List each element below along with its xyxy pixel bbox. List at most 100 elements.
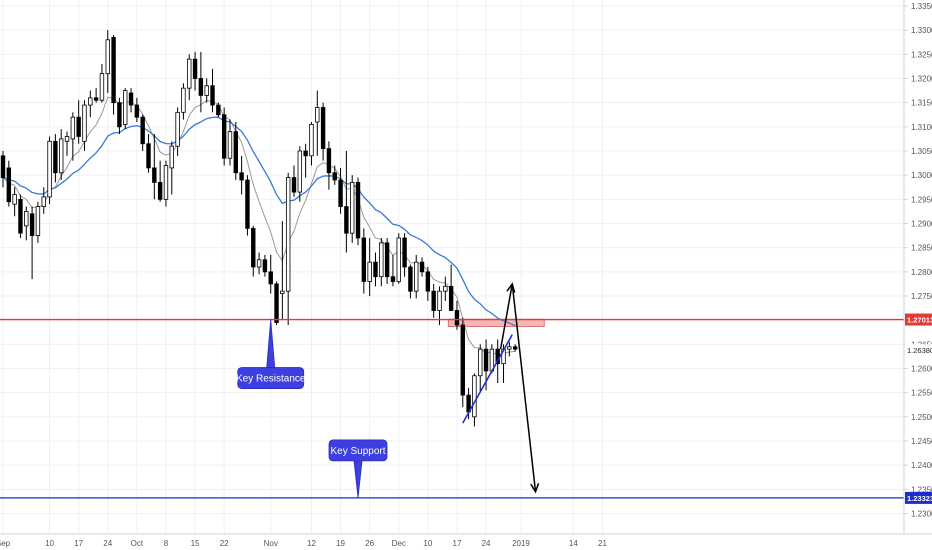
candle[interactable] <box>134 97 140 122</box>
candle[interactable] <box>152 134 157 200</box>
candle[interactable] <box>379 238 384 287</box>
candle-body <box>12 194 17 205</box>
candle[interactable] <box>111 35 116 115</box>
candle-body <box>402 237 407 268</box>
candle[interactable] <box>390 254 396 287</box>
candle[interactable] <box>344 151 349 253</box>
candle[interactable] <box>24 206 29 241</box>
candle[interactable] <box>443 276 448 301</box>
candle[interactable] <box>361 228 367 294</box>
candle[interactable] <box>93 88 99 103</box>
candle[interactable] <box>251 225 256 277</box>
candle[interactable] <box>332 165 337 185</box>
candle-body <box>303 150 308 157</box>
candle[interactable] <box>349 175 355 243</box>
candle[interactable] <box>70 112 76 161</box>
candle[interactable] <box>175 107 180 156</box>
candle[interactable] <box>460 317 465 408</box>
candle[interactable] <box>53 134 58 183</box>
candle[interactable] <box>221 107 227 166</box>
candle[interactable] <box>262 254 268 277</box>
candle[interactable] <box>425 267 431 301</box>
rising-trendline <box>462 334 513 424</box>
time-axis[interactable]: Sep 10 17 24 Oct 8 15 22 Nov 12 19 26 Dec 10 17 24 2019 1… <box>0 539 607 548</box>
candle[interactable] <box>117 97 122 135</box>
candle[interactable] <box>507 341 512 357</box>
candle[interactable] <box>18 194 23 239</box>
candle[interactable] <box>268 254 273 294</box>
candle[interactable] <box>320 102 326 161</box>
candle[interactable] <box>431 283 436 318</box>
candle[interactable] <box>402 233 407 277</box>
candle[interactable] <box>414 254 419 299</box>
candle[interactable] <box>59 129 64 180</box>
candle[interactable] <box>291 165 297 197</box>
candle-body <box>47 140 52 198</box>
candle[interactable] <box>233 122 238 180</box>
candle-layer[interactable] <box>0 30 518 427</box>
candle[interactable] <box>274 281 279 326</box>
candle[interactable] <box>245 175 250 236</box>
candle[interactable] <box>157 160 163 202</box>
candle-body <box>41 196 46 207</box>
candle[interactable] <box>448 264 454 311</box>
candle[interactable] <box>210 68 215 113</box>
candle[interactable] <box>454 300 460 330</box>
candle[interactable] <box>41 187 46 214</box>
candle[interactable] <box>338 167 343 214</box>
candle[interactable] <box>29 206 35 280</box>
candle-body <box>478 348 483 377</box>
candle-body <box>448 285 454 311</box>
candle[interactable] <box>76 100 81 144</box>
candle[interactable] <box>181 83 186 120</box>
candle[interactable] <box>169 141 174 195</box>
candle[interactable] <box>187 54 192 101</box>
callout-label: Key Support <box>330 446 385 457</box>
candle[interactable] <box>192 51 198 91</box>
candle[interactable] <box>373 252 378 287</box>
candle[interactable] <box>437 286 442 325</box>
candle[interactable] <box>123 88 128 130</box>
candle[interactable] <box>472 373 477 427</box>
candle[interactable] <box>216 102 221 118</box>
candle[interactable] <box>64 131 70 156</box>
candle[interactable] <box>105 30 110 93</box>
candle[interactable] <box>303 143 308 178</box>
candle[interactable] <box>146 134 151 173</box>
candle[interactable] <box>99 64 105 103</box>
candle[interactable] <box>256 252 262 275</box>
candle[interactable] <box>140 114 145 151</box>
candle[interactable] <box>315 90 320 156</box>
candle[interactable] <box>419 257 425 277</box>
candle[interactable] <box>478 344 483 393</box>
candle[interactable] <box>408 264 413 299</box>
candle[interactable] <box>384 238 390 284</box>
candle[interactable] <box>285 172 291 325</box>
candle-body <box>309 124 314 157</box>
candle[interactable] <box>396 233 401 284</box>
candle[interactable] <box>47 136 52 205</box>
candle[interactable] <box>163 160 169 207</box>
candle[interactable] <box>88 90 93 118</box>
candle[interactable] <box>12 187 17 217</box>
candle[interactable] <box>355 177 361 246</box>
candle[interactable] <box>326 141 332 190</box>
candle[interactable] <box>367 238 372 296</box>
candle[interactable] <box>128 88 134 113</box>
candle[interactable] <box>280 221 285 321</box>
price-axis-label: 1.26000 <box>911 365 932 374</box>
candle[interactable] <box>227 119 233 166</box>
candle[interactable] <box>6 160 12 207</box>
candle[interactable] <box>239 155 244 195</box>
candle[interactable] <box>309 122 314 166</box>
candle-body <box>274 283 279 323</box>
candle[interactable] <box>512 344 518 352</box>
candle[interactable] <box>82 100 87 151</box>
candle[interactable] <box>204 78 209 103</box>
candle[interactable] <box>0 151 6 188</box>
candle[interactable] <box>198 51 204 113</box>
candle[interactable] <box>35 201 41 243</box>
candle[interactable] <box>297 146 303 202</box>
candle-body <box>443 285 448 292</box>
